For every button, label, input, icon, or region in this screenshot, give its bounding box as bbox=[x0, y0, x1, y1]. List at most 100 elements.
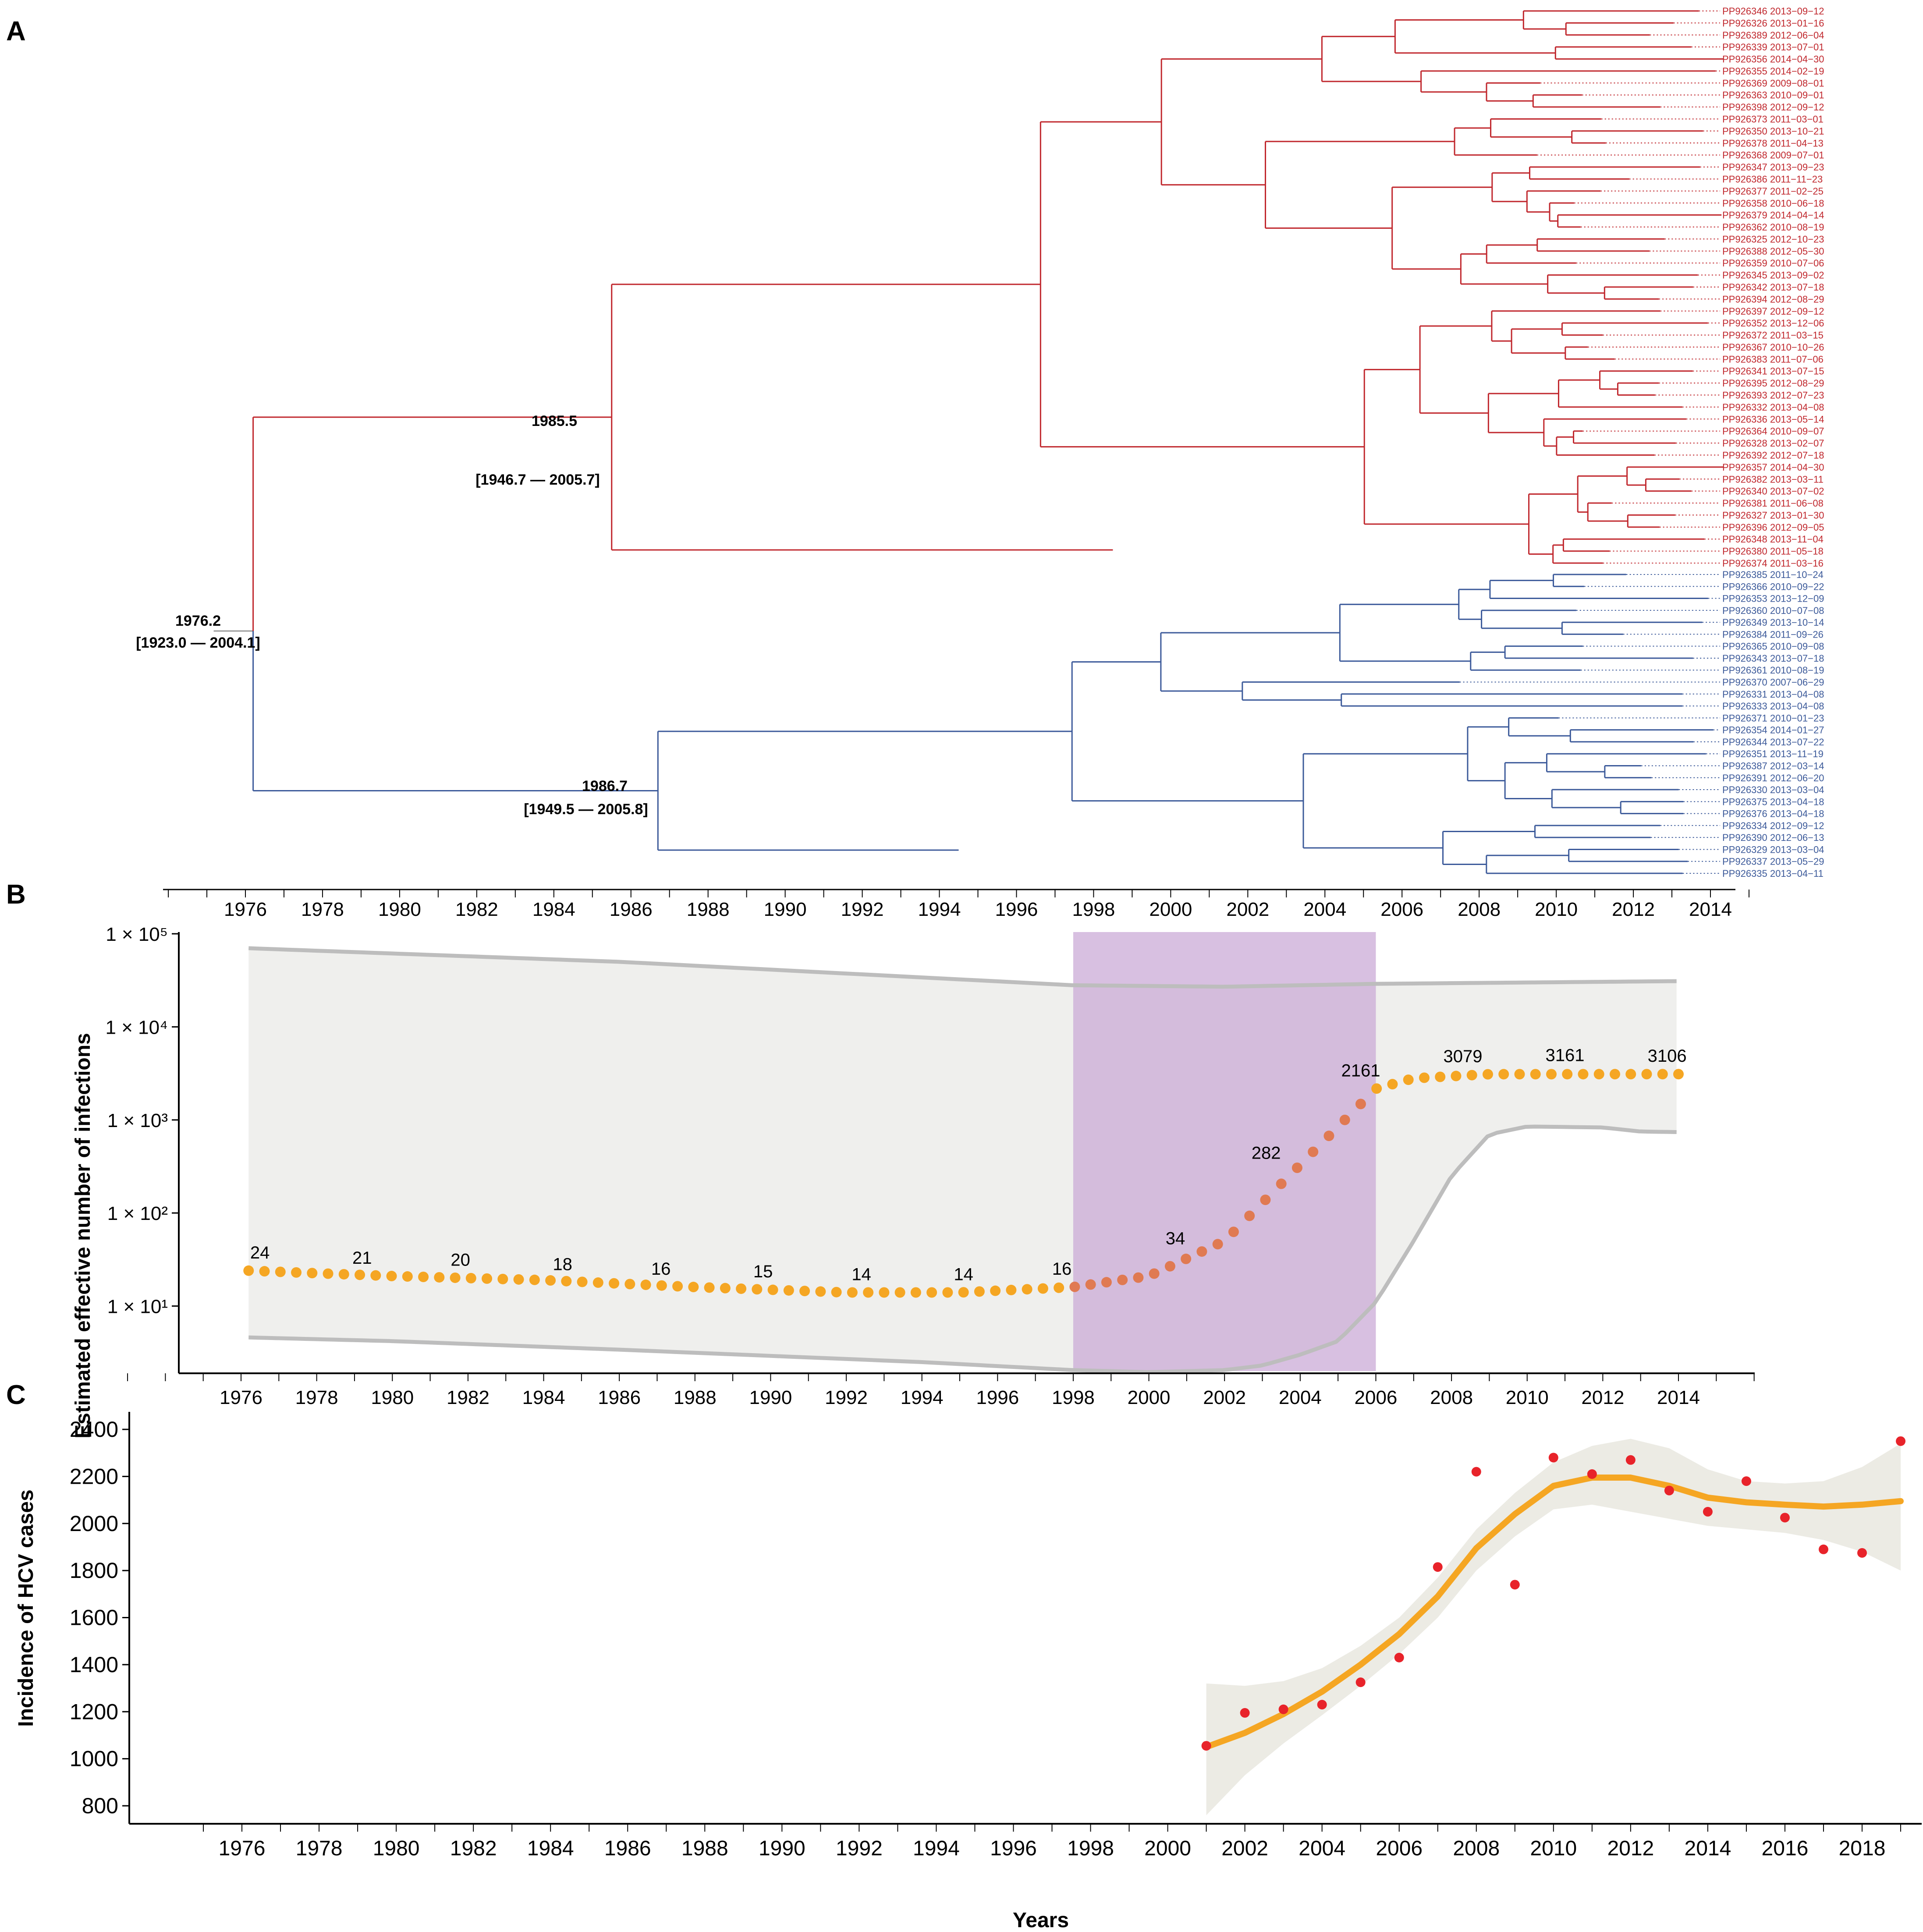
skyline-median-point bbox=[450, 1272, 461, 1283]
incidence-data-point bbox=[1471, 1467, 1481, 1477]
incidence-data-point bbox=[1317, 1700, 1327, 1710]
incidence-data-point bbox=[1355, 1677, 1366, 1687]
skyline-median-point bbox=[624, 1279, 635, 1290]
red-tip-label: PP926373 2011−03−01 bbox=[1722, 114, 1824, 125]
incidence-data-point bbox=[1433, 1562, 1443, 1572]
skyline-value-label: 34 bbox=[1166, 1229, 1185, 1248]
incidence-y-tick-label: 1400 bbox=[70, 1652, 118, 1677]
skyline-median-point bbox=[879, 1287, 890, 1298]
incidence-x-tick-label: 1978 bbox=[296, 1837, 343, 1860]
skyline-median-point bbox=[1308, 1146, 1319, 1157]
skyline-median-point bbox=[1419, 1072, 1430, 1083]
skyline-median-point bbox=[767, 1284, 778, 1295]
skyline-median-point bbox=[1451, 1071, 1462, 1081]
skyline-median-point bbox=[1260, 1195, 1271, 1205]
skyline-x-tick-label: 1982 bbox=[447, 1387, 490, 1408]
skyline-median-point bbox=[942, 1287, 953, 1298]
blue-tip-label: PP926390 2012−06−13 bbox=[1722, 832, 1824, 843]
tree-axis-tick-label: 2008 bbox=[1458, 899, 1501, 920]
skyline-value-label: 18 bbox=[553, 1255, 572, 1274]
skyline-x-tick-label: 2006 bbox=[1355, 1387, 1398, 1408]
tree-time-axis: 1976 1978 1980 1982 1984 1986 1988 1990 1992 1994… bbox=[163, 889, 1749, 920]
skyline-median-point bbox=[545, 1275, 556, 1286]
tree-axis-tick-label: 2000 bbox=[1149, 899, 1192, 920]
red-tip-label: PP926389 2012−06−04 bbox=[1722, 30, 1824, 41]
blue-tip-label: PP926351 2013−11−19 bbox=[1722, 748, 1824, 759]
skyline-median-point bbox=[1181, 1253, 1192, 1264]
skyline-x-tick-label: 2010 bbox=[1506, 1387, 1549, 1408]
incidence-x-tick-label: 2012 bbox=[1607, 1837, 1654, 1860]
tree-axis-tick-label: 1980 bbox=[378, 899, 421, 920]
skyline-x-tick-label: 2012 bbox=[1581, 1387, 1624, 1408]
skyline-y-tick-label: 1 × 10⁴ bbox=[106, 1017, 168, 1038]
skyline-value-label: 3079 bbox=[1444, 1047, 1483, 1066]
skyline-median-point bbox=[1578, 1069, 1589, 1080]
tree-axis-tick-label: 1998 bbox=[1072, 899, 1115, 920]
skyline-median-point bbox=[1054, 1282, 1064, 1293]
skyline-median-point bbox=[1323, 1131, 1334, 1141]
skyline-median-point bbox=[1149, 1268, 1160, 1279]
skyline-highlight-period bbox=[1073, 932, 1376, 1371]
skyline-median-point bbox=[323, 1268, 334, 1279]
skyline-median-point bbox=[894, 1287, 905, 1298]
blue-tip-label: PP926331 2013−04−08 bbox=[1722, 689, 1824, 700]
incidence-x-tick-label: 1992 bbox=[836, 1837, 883, 1860]
incidence-y-tick-label: 800 bbox=[82, 1794, 118, 1818]
root-node-label: 1976.2 bbox=[175, 613, 221, 629]
skyline-median-point bbox=[243, 1265, 254, 1276]
incidence-x-tick-label: 1984 bbox=[527, 1837, 574, 1860]
incidence-y-tick-label: 1600 bbox=[70, 1606, 118, 1630]
skyline-median-point bbox=[1022, 1284, 1032, 1295]
skyline-median-point bbox=[1530, 1069, 1541, 1080]
red-tip-label: PP926382 2013−03−11 bbox=[1722, 474, 1824, 485]
blue-clade-node-hpd: [1949.5 — 2005.8] bbox=[524, 801, 648, 818]
red-tip-label: PP926352 2013−12−06 bbox=[1722, 318, 1824, 329]
skyline-x-tick-label: 1998 bbox=[1052, 1387, 1095, 1408]
tree-axis-tick-label: 1976 bbox=[224, 899, 267, 920]
red-tip-label: PP926396 2012−09−05 bbox=[1722, 522, 1824, 533]
tree-axis-tick-label: 1996 bbox=[995, 899, 1038, 920]
incidence-y-tick-label: 1200 bbox=[70, 1699, 118, 1724]
skyline-y-tick-label: 1 × 10⁵ bbox=[106, 924, 168, 945]
skyline-median-point bbox=[1212, 1239, 1223, 1250]
skyline-median-point bbox=[355, 1269, 365, 1280]
skyline-median-point bbox=[1673, 1069, 1684, 1080]
skyline-x-tick-label: 1994 bbox=[901, 1387, 944, 1408]
incidence-x-tick-label: 1998 bbox=[1067, 1837, 1114, 1860]
blue-tip-label: PP926387 2012−03−14 bbox=[1722, 760, 1824, 771]
red-clade-node-label: 1985.5 bbox=[532, 413, 577, 429]
skyline-median-point bbox=[672, 1281, 683, 1292]
red-tip-label: PP926372 2011−03−15 bbox=[1722, 330, 1824, 341]
skyline-median-point bbox=[1117, 1274, 1128, 1285]
skyline-lower-hpd-line bbox=[248, 1124, 1677, 1374]
blue-tip-label: PP926391 2012−06−20 bbox=[1722, 773, 1824, 783]
red-tip-label: PP926393 2012−07−23 bbox=[1722, 390, 1824, 401]
skyline-median-point bbox=[370, 1270, 381, 1281]
panel-b-letter: B bbox=[6, 879, 26, 910]
tree-axis-tick-label: 1986 bbox=[610, 899, 653, 920]
skyline-x-tick-label: 2000 bbox=[1128, 1387, 1171, 1408]
incidence-data-point bbox=[1625, 1455, 1636, 1465]
red-tip-label: PP926326 2013−01−16 bbox=[1722, 18, 1824, 28]
skyline-value-label: 15 bbox=[753, 1262, 773, 1281]
tree-axis-tick-label: 1982 bbox=[455, 899, 498, 920]
red-tip-label: PP926362 2010−08−19 bbox=[1722, 222, 1824, 233]
blue-tip-label: PP926334 2012−09−12 bbox=[1722, 820, 1824, 831]
blue-tip-label: PP926344 2013−07−22 bbox=[1722, 737, 1824, 748]
skyline-median-point bbox=[783, 1285, 794, 1296]
skyline-median-point bbox=[1562, 1069, 1573, 1080]
incidence-data-point bbox=[1394, 1652, 1404, 1663]
skyline-median-point bbox=[1244, 1210, 1255, 1221]
red-tip-label: PP926383 2011−07−06 bbox=[1722, 354, 1824, 365]
skyline-median-point bbox=[386, 1271, 397, 1282]
skyline-y-axis-title: Estimated effective number of infections bbox=[71, 1033, 95, 1439]
skyline-median-point bbox=[910, 1287, 921, 1298]
red-tip-label: PP926345 2013−09−02 bbox=[1722, 270, 1824, 281]
skyline-y-tick-label: 1 × 10¹ bbox=[107, 1296, 168, 1318]
incidence-x-tick-label: 1982 bbox=[450, 1837, 497, 1860]
skyline-median-point bbox=[1593, 1069, 1604, 1080]
tree-axis-tick-label: 2014 bbox=[1689, 899, 1732, 920]
red-tip-label: PP926367 2010−10−26 bbox=[1722, 342, 1824, 353]
skyline-median-point bbox=[402, 1271, 413, 1282]
